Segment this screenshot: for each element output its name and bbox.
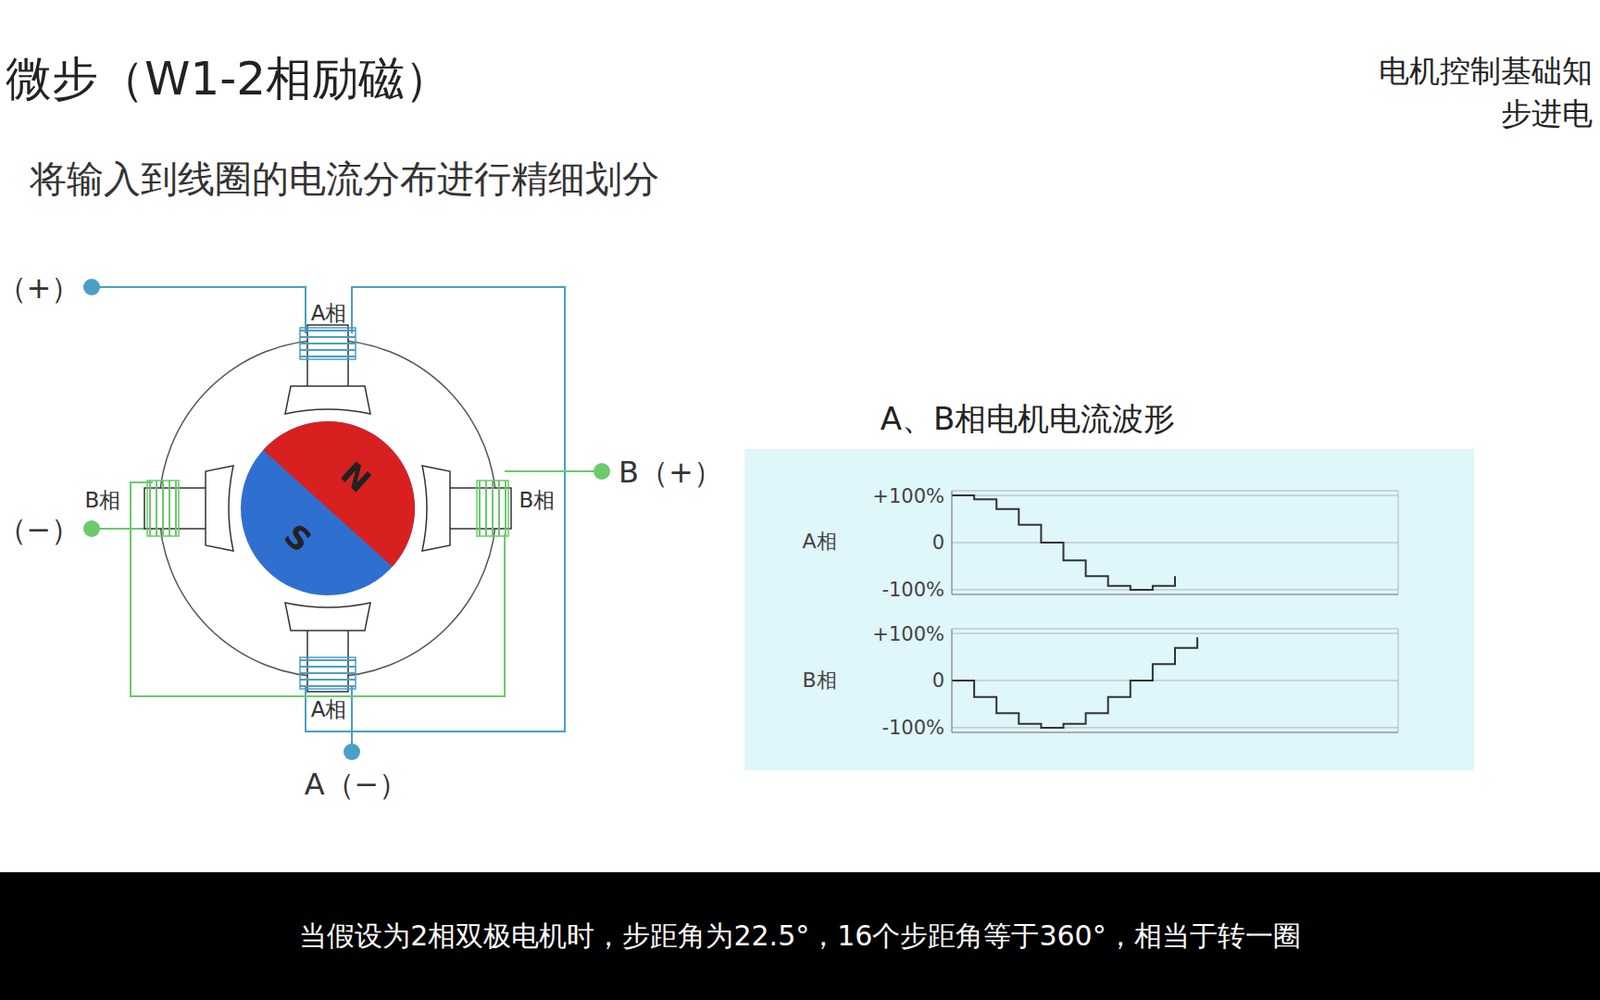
svg-text:A（−）: A（−） xyxy=(304,766,410,802)
html-text:步进电: 步进电 xyxy=(1500,95,1593,132)
svg-text:-100%: -100% xyxy=(881,716,945,739)
html-text:B相: B相 xyxy=(802,668,837,692)
svg-text:B相: B相 xyxy=(85,487,122,513)
html-text:将输入到线圈的电流分布进行精细划分: 将输入到线圈的电流分布进行精细划分 xyxy=(29,157,660,200)
svg-text:B（+）: B（+） xyxy=(618,454,704,490)
svg-text:（+）: （+） xyxy=(7,270,81,306)
svg-text:S: S xyxy=(277,516,320,560)
html-text:A相: A相 xyxy=(802,529,837,553)
svg-text:0: 0 xyxy=(932,669,945,692)
svg-text:-100%: -100% xyxy=(881,578,945,601)
svg-text:+100%: +100% xyxy=(872,485,945,508)
html-text:电机控制基础知: 电机控制基础知 xyxy=(1378,52,1593,89)
html-text:当假设为2相双极电机时，步距角为22.5°，16个步距角等于: 当假设为2相双极电机时，步距角为22.5°，16个步距角等于360°，相当于转一… xyxy=(299,918,1301,952)
svg-text:B相: B相 xyxy=(519,487,556,513)
html-text:A、B相电机电流波形: A、B相电机电流波形 xyxy=(880,400,1176,438)
svg-text:A相: A相 xyxy=(311,300,348,325)
svg-text:+100%: +100% xyxy=(872,623,945,646)
svg-text:N: N xyxy=(333,454,378,500)
svg-text:A相: A相 xyxy=(311,697,348,722)
svg-text:0: 0 xyxy=(932,531,945,554)
html-text:微步（W1-2相励磁）: 微步（W1-2相励磁） xyxy=(5,51,452,106)
svg-text:（−）: （−） xyxy=(7,512,81,548)
